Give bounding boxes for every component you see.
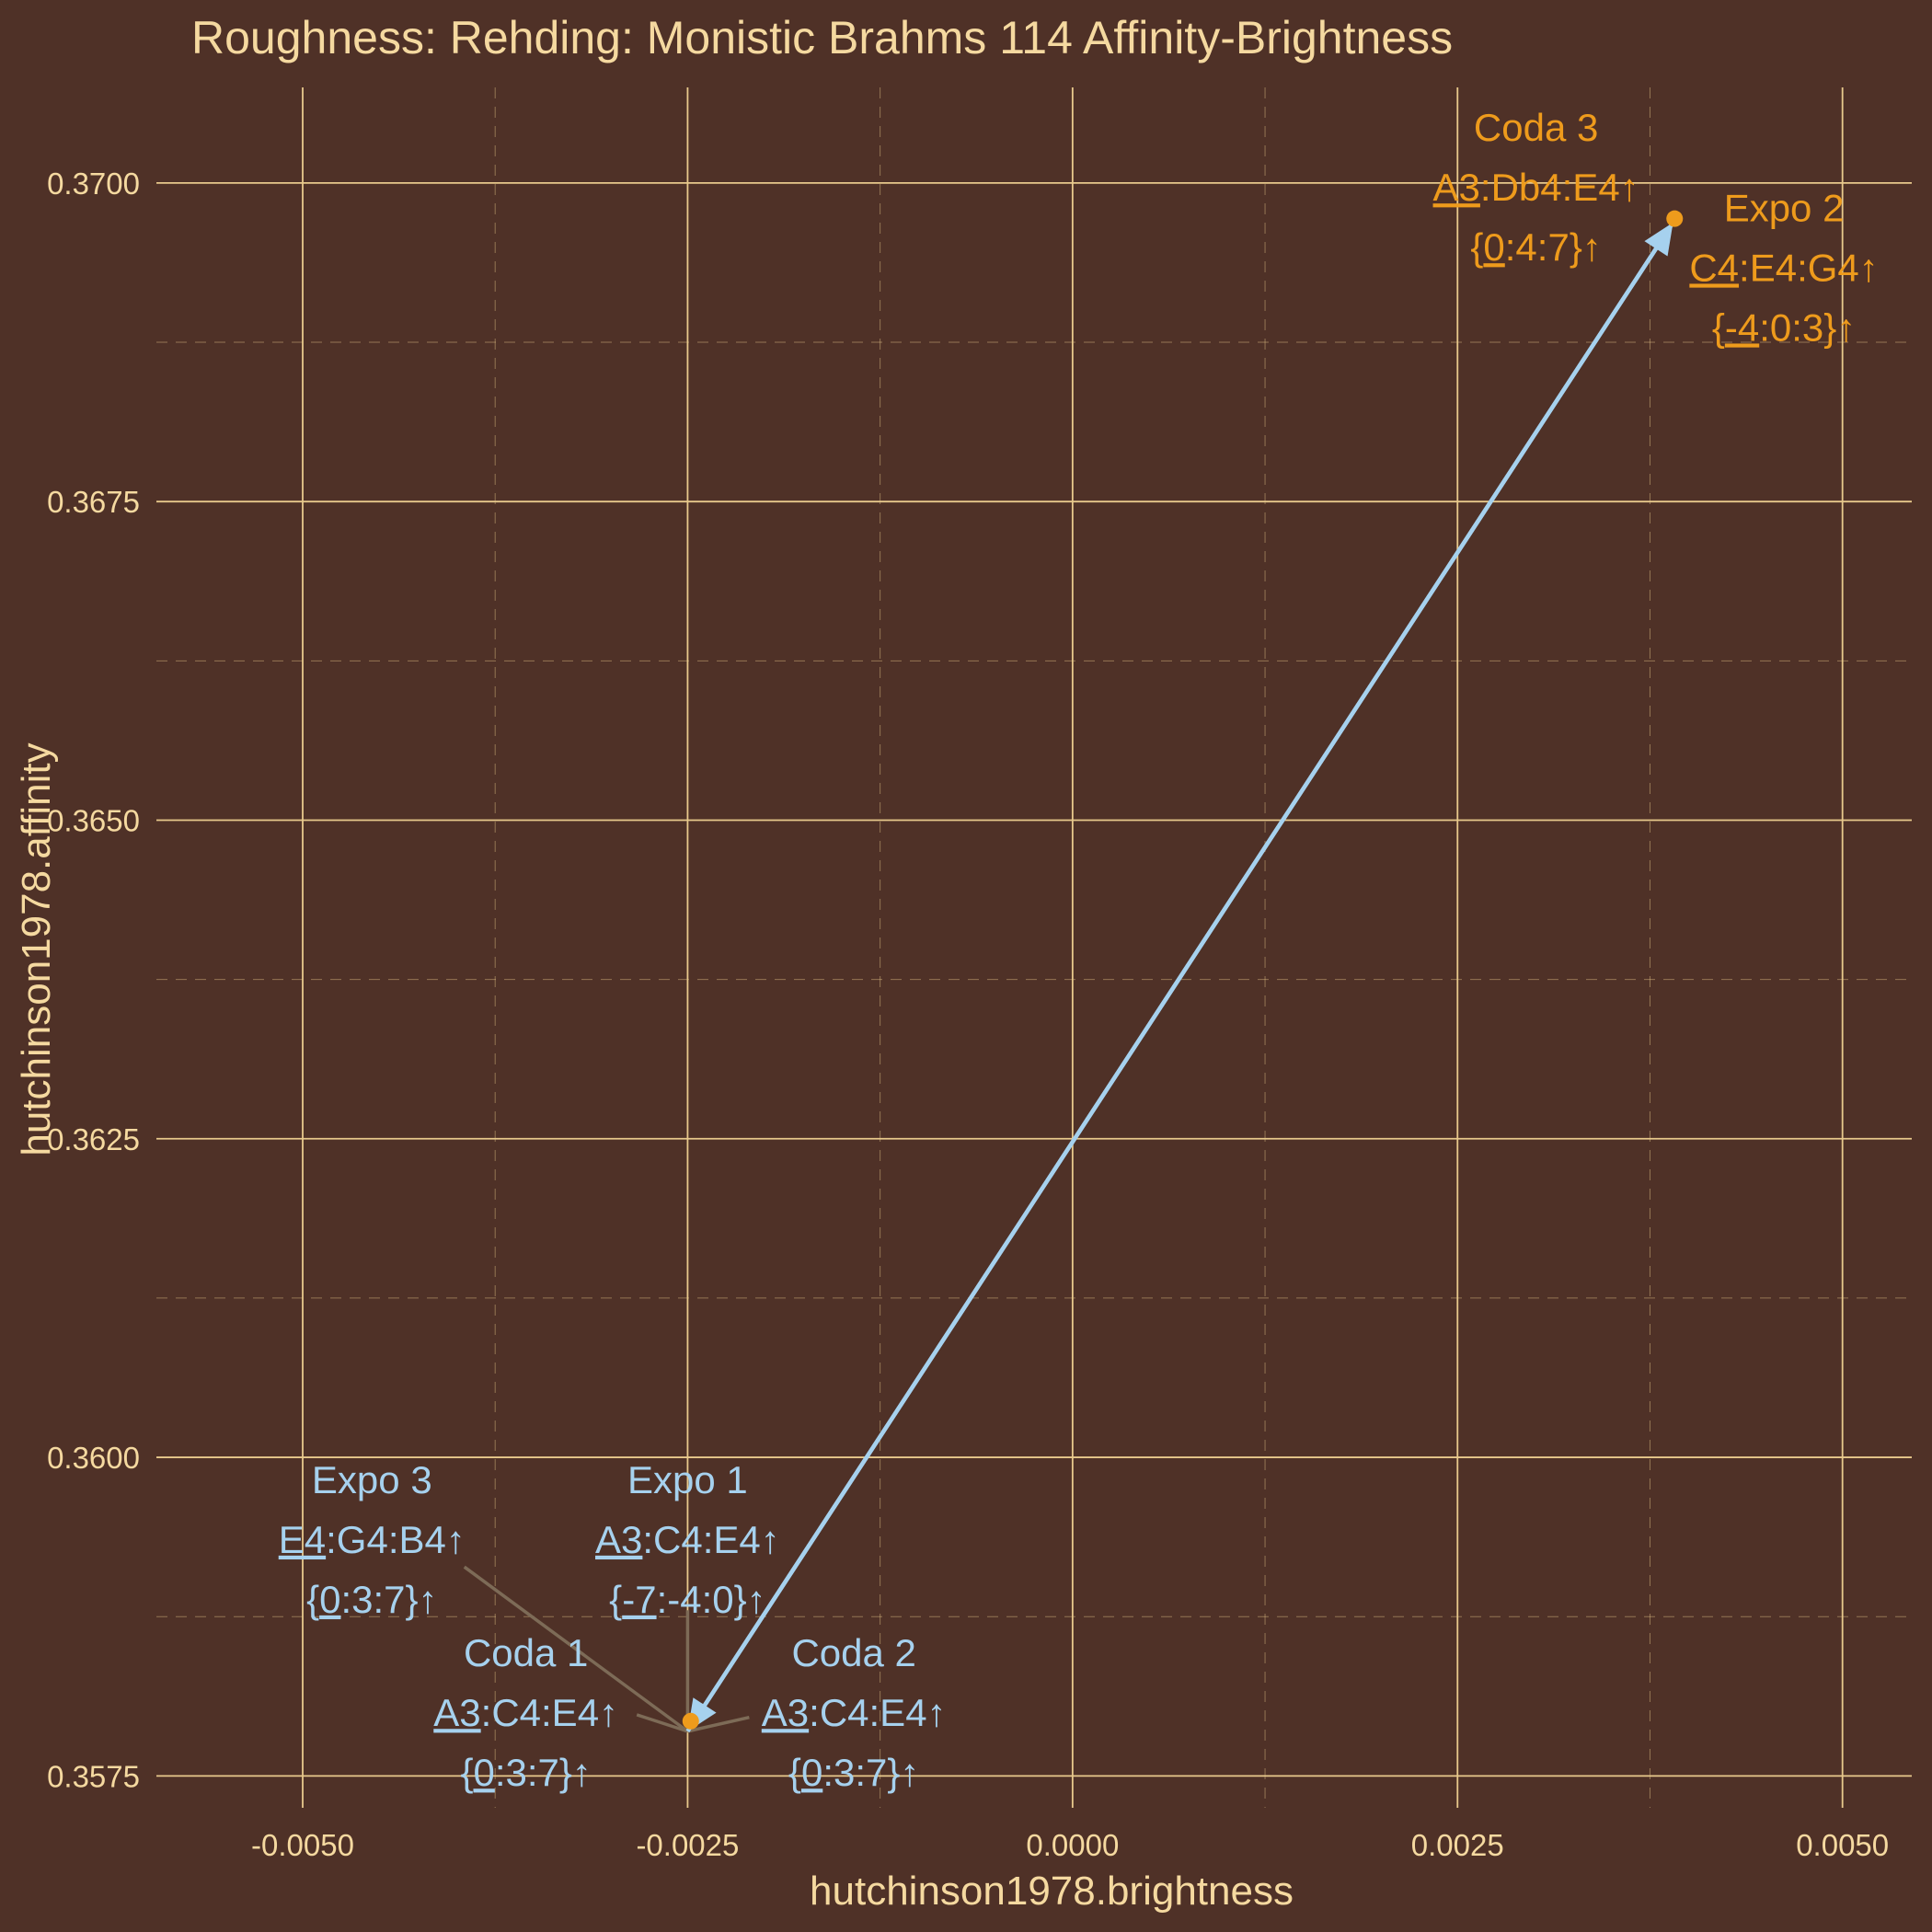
label-pcs: {0:3:7}↑ — [306, 1578, 437, 1621]
label-pcs-rest: :4:7}↑ — [1505, 225, 1602, 269]
label-name: Expo 3 — [312, 1458, 432, 1501]
label-pcs-root: 0 — [319, 1578, 340, 1621]
label-pcs-rest: :-4:0}↑ — [657, 1578, 766, 1621]
label-notes-root: E4 — [279, 1518, 326, 1561]
points — [682, 210, 1684, 1730]
label-name: Expo 2 — [1724, 186, 1845, 229]
label-leader-line — [636, 1713, 688, 1733]
data-point — [1666, 210, 1684, 227]
label-notes: A3:C4:E4↑ — [433, 1691, 618, 1734]
label-pcs-rest: :3:7}↑ — [340, 1578, 437, 1621]
data-point — [682, 1712, 699, 1730]
label-notes-rest: :C4:E4↑ — [809, 1691, 946, 1734]
label-notes: A3:C4:E4↑ — [762, 1691, 947, 1734]
point-labels: Expo 3E4:G4:B4↑{0:3:7}↑Expo 1A3:C4:E4↑{-… — [279, 106, 1879, 1794]
chart-title: Roughness: Rehding: Monistic Brahms 114 … — [191, 12, 1453, 63]
label-pcs-root: -4 — [1725, 305, 1759, 349]
point-label: Expo 1 A3:C4:E4↑ {-7:-4:0}↑ — [595, 1458, 780, 1621]
y-tick-label: 0.3575 — [47, 1759, 140, 1793]
label-pcs-open: { — [1712, 305, 1725, 349]
label-pcs-root: 0 — [801, 1751, 822, 1794]
x-tick-label: -0.0025 — [636, 1828, 739, 1862]
x-tick-label: 0.0050 — [1796, 1828, 1889, 1862]
label-leaders — [463, 1565, 750, 1733]
y-tick-label: 0.3700 — [47, 167, 140, 201]
y-tick-label: 0.3625 — [47, 1122, 140, 1156]
label-notes: A3:Db4:E4↑ — [1433, 166, 1639, 209]
label-notes-root: C4 — [1689, 246, 1739, 289]
label-notes-rest: :C4:E4↑ — [642, 1518, 779, 1561]
label-pcs-rest: :3:7}↑ — [822, 1751, 919, 1794]
label-notes-rest: :G4:B4↑ — [326, 1518, 466, 1561]
label-notes-rest: :C4:E4↑ — [481, 1691, 618, 1734]
label-notes: E4:G4:B4↑ — [279, 1518, 466, 1561]
label-leader-line — [687, 1715, 750, 1733]
label-pcs-root: 0 — [1483, 225, 1504, 269]
arrow-shaft — [703, 221, 1675, 1707]
label-name: Coda 1 — [464, 1631, 588, 1674]
label-pcs: {-7:-4:0}↑ — [609, 1578, 765, 1621]
point-label: Expo 3E4:G4:B4↑{0:3:7}↑ — [279, 1458, 466, 1621]
label-pcs-open: { — [1470, 225, 1483, 269]
y-tick-label: 0.3675 — [47, 485, 140, 519]
y-tick-label: 0.3600 — [47, 1441, 140, 1475]
point-label: Expo 2 C4:E4:G4↑ {-4:0:3}↑ — [1689, 186, 1878, 349]
label-name: Expo 1 — [627, 1458, 748, 1501]
label-pcs-root: 0 — [473, 1751, 494, 1794]
point-label: Coda 2A3:C4:E4↑{0:3:7}↑ — [762, 1631, 947, 1794]
label-pcs-rest: :0:3}↑ — [1759, 305, 1856, 349]
label-pcs-open: { — [306, 1578, 319, 1621]
label-notes-root: A3 — [433, 1691, 480, 1734]
x-axis-title: hutchinson1978.brightness — [810, 1869, 1294, 1914]
label-pcs-open: { — [460, 1751, 473, 1794]
label-pcs: {0:4:7}↑ — [1470, 225, 1601, 269]
grid — [156, 87, 1912, 1808]
label-notes-root: A3 — [762, 1691, 809, 1734]
x-tick-label: -0.0050 — [251, 1828, 354, 1862]
label-notes-root: A3 — [595, 1518, 642, 1561]
label-notes-root: A3 — [1433, 166, 1480, 209]
label-pcs-open: { — [788, 1751, 801, 1794]
label-leader-line — [463, 1565, 689, 1733]
label-pcs: {0:3:7}↑ — [460, 1751, 591, 1794]
y-tick-label: 0.3650 — [47, 803, 140, 837]
label-pcs-open: { — [609, 1578, 622, 1621]
x-tick-label: 0.0025 — [1411, 1828, 1504, 1862]
label-name: Coda 3 — [1474, 106, 1598, 149]
point-label: Coda 1A3:C4:E4↑{0:3:7}↑ — [433, 1631, 618, 1794]
tick-labels: -0.0050 -0.0025 0.0000 0.0025 0.0050 0.3575 0.… — [47, 167, 1889, 1862]
y-axis-title: hutchinson1978.affinity — [14, 742, 59, 1156]
label-notes: C4:E4:G4↑ — [1689, 246, 1878, 289]
label-notes-rest: :Db4:E4↑ — [1480, 166, 1639, 209]
label-name: Coda 2 — [791, 1631, 915, 1674]
label-pcs-rest: :3:7}↑ — [495, 1751, 592, 1794]
label-notes-rest: :E4:G4↑ — [1739, 246, 1879, 289]
point-label: Coda 3 A3:Db4:E4↑ {0:4:7}↑ — [1433, 106, 1639, 269]
label-notes: A3:C4:E4↑ — [595, 1518, 780, 1561]
label-pcs: {-4:0:3}↑ — [1712, 305, 1856, 349]
x-tick-label: 0.0000 — [1026, 1828, 1119, 1862]
label-pcs-root: -7 — [622, 1578, 656, 1621]
label-pcs: {0:3:7}↑ — [788, 1751, 919, 1794]
